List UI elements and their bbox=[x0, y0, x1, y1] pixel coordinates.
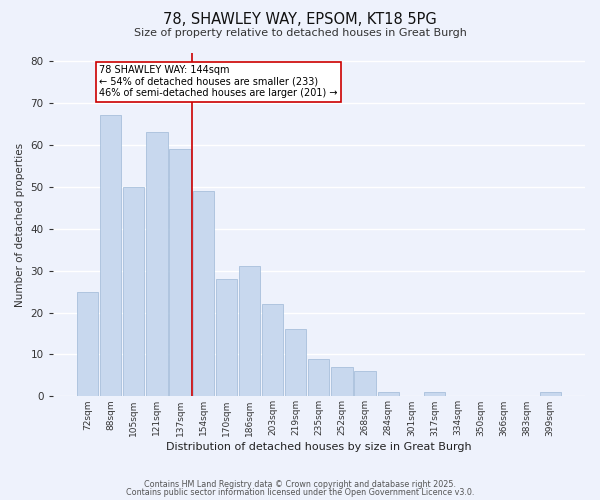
Bar bbox=[355, 371, 376, 396]
Bar bbox=[424, 392, 445, 396]
Bar bbox=[539, 392, 561, 396]
Bar bbox=[308, 358, 329, 397]
Bar bbox=[215, 279, 237, 396]
Bar bbox=[146, 132, 167, 396]
Y-axis label: Number of detached properties: Number of detached properties bbox=[15, 142, 25, 306]
Bar bbox=[239, 266, 260, 396]
Bar bbox=[193, 191, 214, 396]
X-axis label: Distribution of detached houses by size in Great Burgh: Distribution of detached houses by size … bbox=[166, 442, 472, 452]
Bar bbox=[77, 292, 98, 397]
Bar bbox=[100, 116, 121, 396]
Bar bbox=[262, 304, 283, 396]
Bar bbox=[285, 330, 307, 396]
Text: Contains public sector information licensed under the Open Government Licence v3: Contains public sector information licen… bbox=[126, 488, 474, 497]
Bar bbox=[169, 149, 191, 396]
Text: 78, SHAWLEY WAY, EPSOM, KT18 5PG: 78, SHAWLEY WAY, EPSOM, KT18 5PG bbox=[163, 12, 437, 28]
Text: Contains HM Land Registry data © Crown copyright and database right 2025.: Contains HM Land Registry data © Crown c… bbox=[144, 480, 456, 489]
Bar bbox=[123, 186, 145, 396]
Text: 78 SHAWLEY WAY: 144sqm
← 54% of detached houses are smaller (233)
46% of semi-de: 78 SHAWLEY WAY: 144sqm ← 54% of detached… bbox=[99, 65, 338, 98]
Text: Size of property relative to detached houses in Great Burgh: Size of property relative to detached ho… bbox=[134, 28, 466, 38]
Bar bbox=[377, 392, 399, 396]
Bar bbox=[331, 367, 353, 396]
